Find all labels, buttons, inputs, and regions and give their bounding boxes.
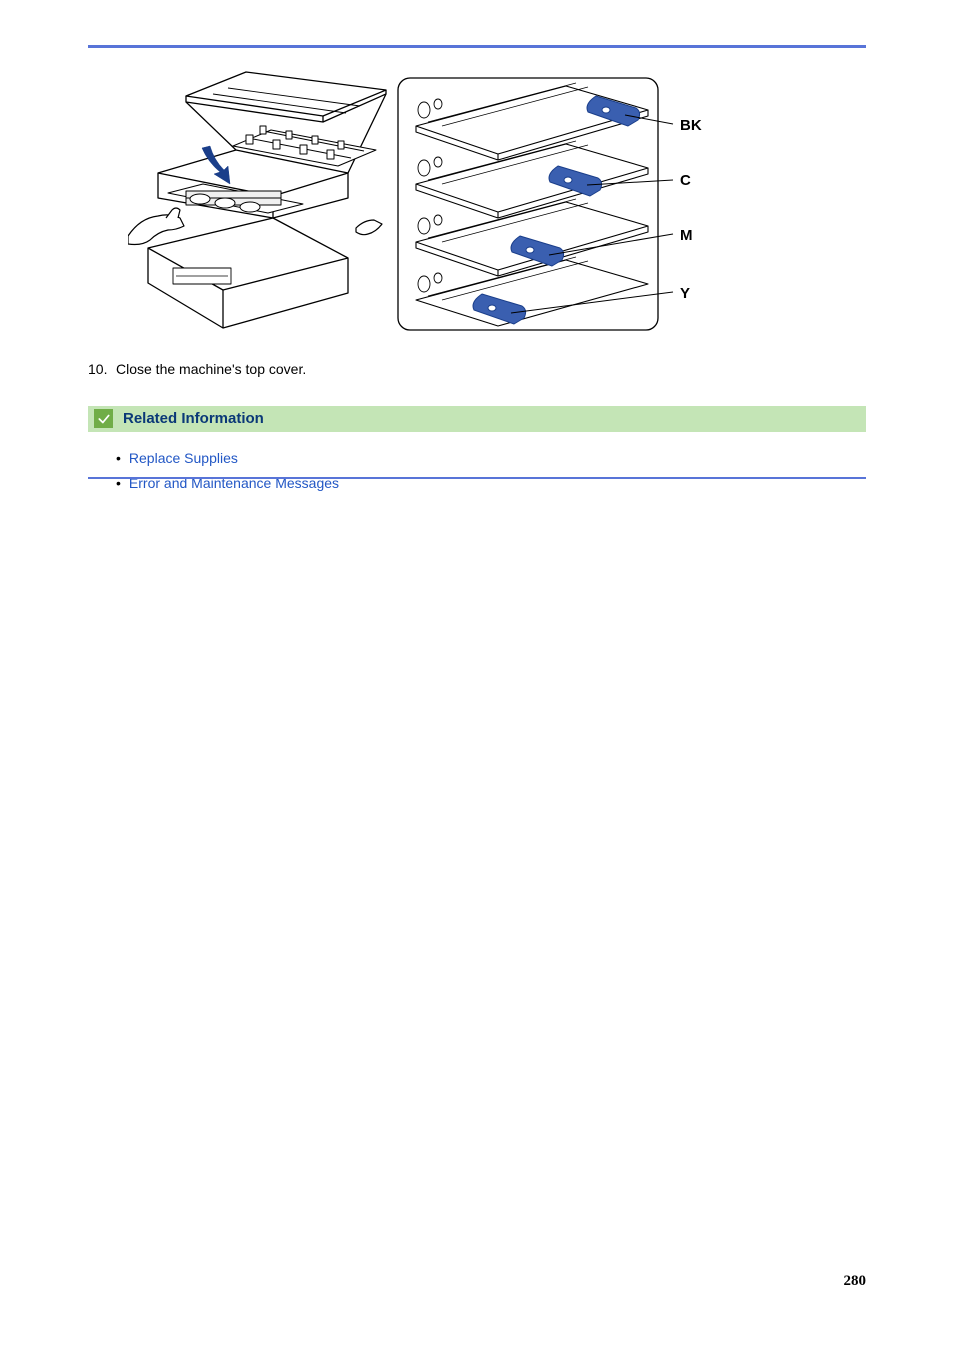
printer-diagram: BK C M Y [128,68,866,338]
related-info-title: Related Information [123,410,264,427]
toner-label-bk: BK [680,117,702,134]
related-links-list: Replace Supplies Error and Maintenance M… [116,446,866,496]
page-top-rule [88,45,866,48]
toner-label-c: C [680,172,691,189]
related-link-item: Error and Maintenance Messages [116,471,866,496]
printer-illustration: BK C M Y [128,68,728,338]
page-number: 280 [844,1273,867,1290]
link-replace-supplies[interactable]: Replace Supplies [129,450,238,466]
check-icon [94,409,113,428]
related-info-header: Related Information [88,406,866,432]
toner-label-m: M [680,227,693,244]
related-link-item: Replace Supplies [116,446,866,471]
step-number: 10. [88,360,116,380]
page-content: BK C M Y 10.Close the machine's top cove… [88,60,866,496]
step-text: Close the machine's top cover. [116,361,306,377]
toner-label-y: Y [680,285,690,302]
step-10: 10.Close the machine's top cover. [88,360,866,380]
section-bottom-rule [88,477,866,479]
